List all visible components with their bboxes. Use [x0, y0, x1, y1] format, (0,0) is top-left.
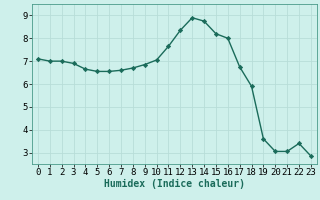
X-axis label: Humidex (Indice chaleur): Humidex (Indice chaleur)	[104, 179, 245, 189]
